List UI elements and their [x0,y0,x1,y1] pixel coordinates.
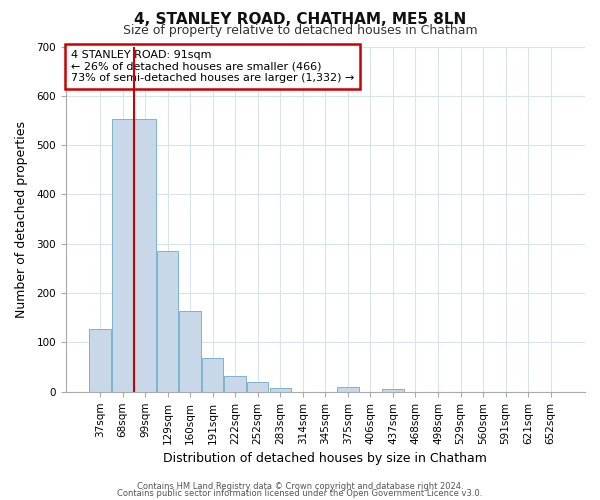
Bar [269,388,291,392]
Bar [179,312,201,392]
X-axis label: Distribution of detached houses by size in Chatham: Distribution of detached houses by size … [163,452,487,465]
Y-axis label: Number of detached properties: Number of detached properties [15,120,28,318]
Bar [224,376,246,392]
Bar [202,358,223,392]
Bar [247,382,268,392]
Bar [89,328,110,392]
Text: Size of property relative to detached houses in Chatham: Size of property relative to detached ho… [122,24,478,37]
Text: Contains HM Land Registry data © Crown copyright and database right 2024.: Contains HM Land Registry data © Crown c… [137,482,463,491]
Text: 4, STANLEY ROAD, CHATHAM, ME5 8LN: 4, STANLEY ROAD, CHATHAM, ME5 8LN [134,12,466,28]
Bar [157,251,178,392]
Text: 4 STANLEY ROAD: 91sqm
← 26% of detached houses are smaller (466)
73% of semi-det: 4 STANLEY ROAD: 91sqm ← 26% of detached … [71,50,354,83]
Bar [134,118,156,392]
Text: Contains public sector information licensed under the Open Government Licence v3: Contains public sector information licen… [118,489,482,498]
Bar [112,118,133,392]
Bar [337,387,359,392]
Bar [382,390,404,392]
